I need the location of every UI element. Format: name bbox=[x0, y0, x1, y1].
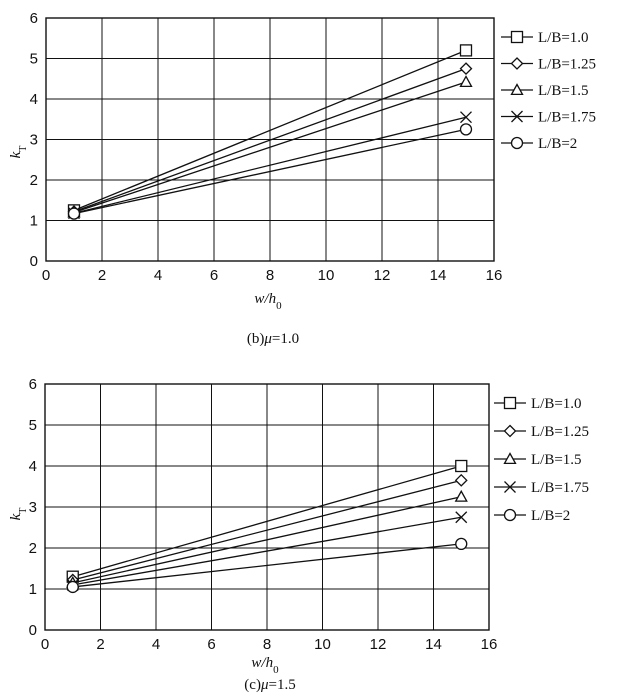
data-point-circle bbox=[455, 537, 468, 551]
y-tick-label: 6 bbox=[30, 10, 38, 27]
data-point-diamond bbox=[454, 473, 468, 487]
x-tick-label: 8 bbox=[266, 267, 274, 284]
legend-label: L/B=1.75 bbox=[538, 110, 596, 126]
x-tick-label: 12 bbox=[370, 636, 387, 653]
legend-label: L/B=2 bbox=[538, 136, 577, 152]
data-point-cross bbox=[455, 511, 468, 524]
data-point-circle bbox=[67, 207, 81, 220]
legend-label: L/B=1.25 bbox=[538, 57, 596, 73]
y-tick-label: 3 bbox=[29, 499, 37, 516]
chart-caption: (b)μ=1.0 bbox=[247, 331, 299, 347]
x-tick-label: 16 bbox=[486, 267, 503, 284]
series-line bbox=[72, 496, 462, 584]
legend-label: L/B=1.25 bbox=[531, 424, 589, 440]
legend-marker-triangle bbox=[503, 452, 517, 465]
series-line bbox=[73, 68, 467, 213]
x-tick-label: 6 bbox=[207, 636, 215, 653]
x-tick-label: 16 bbox=[481, 636, 498, 653]
x-tick-label: 10 bbox=[318, 267, 335, 284]
y-tick-label: 0 bbox=[30, 253, 38, 270]
data-point-triangle bbox=[459, 75, 473, 88]
legend-label: L/B=1.5 bbox=[538, 83, 589, 99]
legend-label: L/B=1.0 bbox=[538, 30, 589, 46]
y-tick-label: 5 bbox=[29, 417, 37, 434]
y-tick-label: 3 bbox=[30, 132, 38, 149]
series-line bbox=[72, 543, 462, 588]
series-line bbox=[72, 479, 462, 581]
legend-marker-cross bbox=[511, 110, 523, 123]
plot-frame bbox=[45, 17, 495, 262]
data-point-triangle bbox=[454, 489, 468, 502]
x-axis-label: w/h0 bbox=[254, 291, 282, 312]
data-point-circle bbox=[66, 580, 79, 594]
legend-label: L/B=1.75 bbox=[531, 480, 589, 496]
legend-label: L/B=2 bbox=[531, 508, 570, 524]
x-tick-label: 0 bbox=[41, 636, 49, 653]
data-point-square bbox=[459, 44, 473, 57]
x-tick-label: 4 bbox=[152, 636, 160, 653]
series-line bbox=[73, 81, 467, 214]
x-tick-label: 14 bbox=[425, 636, 442, 653]
plot-frame bbox=[44, 383, 490, 631]
y-tick-label: 2 bbox=[29, 540, 37, 557]
chart-caption: (c)μ=1.5 bbox=[244, 677, 295, 693]
legend-marker-square bbox=[503, 396, 517, 410]
y-tick-label: 4 bbox=[30, 91, 38, 108]
series-line bbox=[72, 516, 462, 586]
x-tick-label: 14 bbox=[430, 267, 447, 284]
y-tick-label: 0 bbox=[29, 622, 37, 639]
y-tick-label: 1 bbox=[30, 213, 38, 230]
y-tick-label: 6 bbox=[29, 376, 37, 393]
y-tick-label: 4 bbox=[29, 458, 37, 475]
x-tick-label: 8 bbox=[263, 636, 271, 653]
y-tick-label: 2 bbox=[30, 172, 38, 189]
series-line bbox=[72, 465, 462, 578]
legend-marker-cross bbox=[504, 481, 516, 493]
x-tick-label: 6 bbox=[210, 267, 218, 284]
x-tick-label: 4 bbox=[154, 267, 162, 284]
y-axis-label: kT bbox=[8, 146, 29, 159]
x-tick-label: 10 bbox=[314, 636, 331, 653]
data-point-cross bbox=[460, 111, 472, 124]
series-line bbox=[73, 116, 467, 214]
series-line bbox=[73, 49, 467, 211]
legend-label: L/B=1.0 bbox=[531, 396, 582, 412]
legend-label: L/B=1.5 bbox=[531, 452, 582, 468]
data-point-diamond bbox=[459, 62, 473, 76]
y-axis-label: kT bbox=[8, 508, 29, 521]
x-tick-label: 0 bbox=[42, 267, 50, 284]
legend-marker-diamond bbox=[503, 424, 517, 438]
legend-marker-triangle bbox=[510, 83, 524, 96]
x-tick-label: 12 bbox=[374, 267, 391, 284]
legend-marker-square bbox=[510, 30, 524, 44]
legend-marker-diamond bbox=[510, 57, 524, 70]
x-axis-label: w/h0 bbox=[251, 655, 279, 676]
chart-panel-1: 0 2 4 6 8 10 12 14 160123456w/h0kTL/B=1.0L/B=1.2… bbox=[8, 376, 589, 693]
data-point-square bbox=[455, 459, 468, 473]
y-tick-label: 5 bbox=[30, 51, 38, 68]
x-tick-label: 2 bbox=[98, 267, 106, 284]
series-line bbox=[73, 128, 467, 215]
x-tick-label: 2 bbox=[96, 636, 104, 653]
data-point-circle bbox=[459, 123, 473, 136]
legend-marker-circle bbox=[510, 136, 524, 150]
y-tick-label: 1 bbox=[29, 581, 37, 598]
legend-marker-circle bbox=[503, 508, 517, 522]
chart-panel-0: 0 2 4 6 8 10 12 14 160123456w/h0kTL/B=1.0L/B=1.2… bbox=[8, 10, 596, 347]
